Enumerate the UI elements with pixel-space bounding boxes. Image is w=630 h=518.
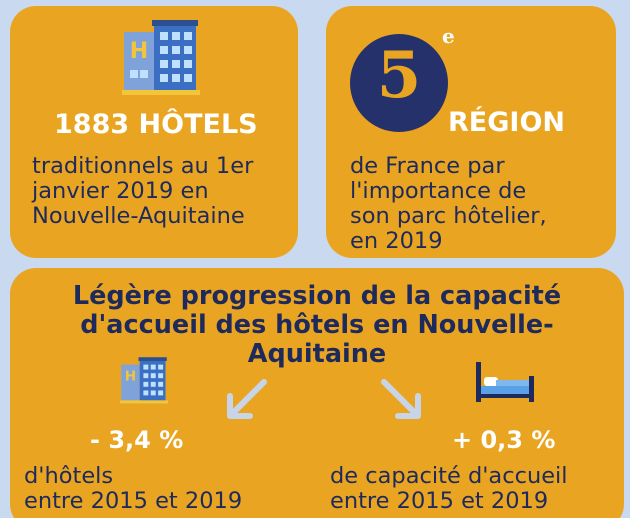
hotels-count-card: H 1883 HÔTELS traditionnels au 1er janvi… [10, 6, 298, 258]
region-rank-card: 5 e RÉGION de France par l'importance de… [326, 6, 616, 258]
progress-title: Légère progression de la capacité d'accu… [10, 282, 624, 369]
arrow-down-left-icon [227, 379, 267, 419]
description-line: entre 2015 et 2019 [330, 488, 549, 514]
description-line: l'importance de [350, 178, 527, 204]
svg-text:H: H [125, 369, 136, 385]
description-line: son parc hôtelier, [350, 203, 547, 229]
hotel-building-icon: H [122, 20, 200, 95]
description-line: de France par [350, 153, 505, 179]
hotels-count-description: traditionnels au 1er janvier 2019 en Nou… [32, 154, 253, 229]
description-line: de capacité d'accueil [330, 463, 568, 489]
title-line: Légère progression de la capacité [72, 281, 562, 311]
rank-suffix: e [442, 24, 455, 48]
description-line: d'hôtels [24, 463, 114, 489]
hotels-count-title: 1883 HÔTELS [54, 109, 258, 140]
description-line: traditionnels au 1er [32, 153, 254, 179]
title-line: d'accueil des hôtels en Nouvelle- [80, 310, 554, 340]
region-title: RÉGION [448, 107, 565, 138]
hotels-change-description: d'hôtels entre 2015 et 2019 [24, 464, 242, 514]
region-description: de France par l'importance de son parc h… [350, 154, 547, 254]
arrow-down-right-icon [381, 379, 421, 419]
capacity-change-value: + 0,3 % [452, 426, 556, 454]
hotel-building-icon: H [120, 357, 168, 404]
capacity-change-description: de capacité d'accueil entre 2015 et 2019 [330, 464, 568, 514]
rank-number: 5 [376, 38, 422, 113]
svg-text:H: H [130, 39, 148, 64]
bed-icon [476, 362, 534, 402]
hotels-change-value: - 3,4 % [90, 426, 184, 454]
title-line: Aquitaine [247, 339, 387, 369]
capacity-progress-card: Légère progression de la capacité d'accu… [10, 268, 624, 518]
description-line: Nouvelle-Aquitaine [32, 203, 245, 229]
description-line: en 2019 [350, 228, 443, 254]
description-line: entre 2015 et 2019 [24, 488, 243, 514]
description-line: janvier 2019 en [32, 178, 209, 204]
rank-badge: 5 [350, 34, 448, 132]
